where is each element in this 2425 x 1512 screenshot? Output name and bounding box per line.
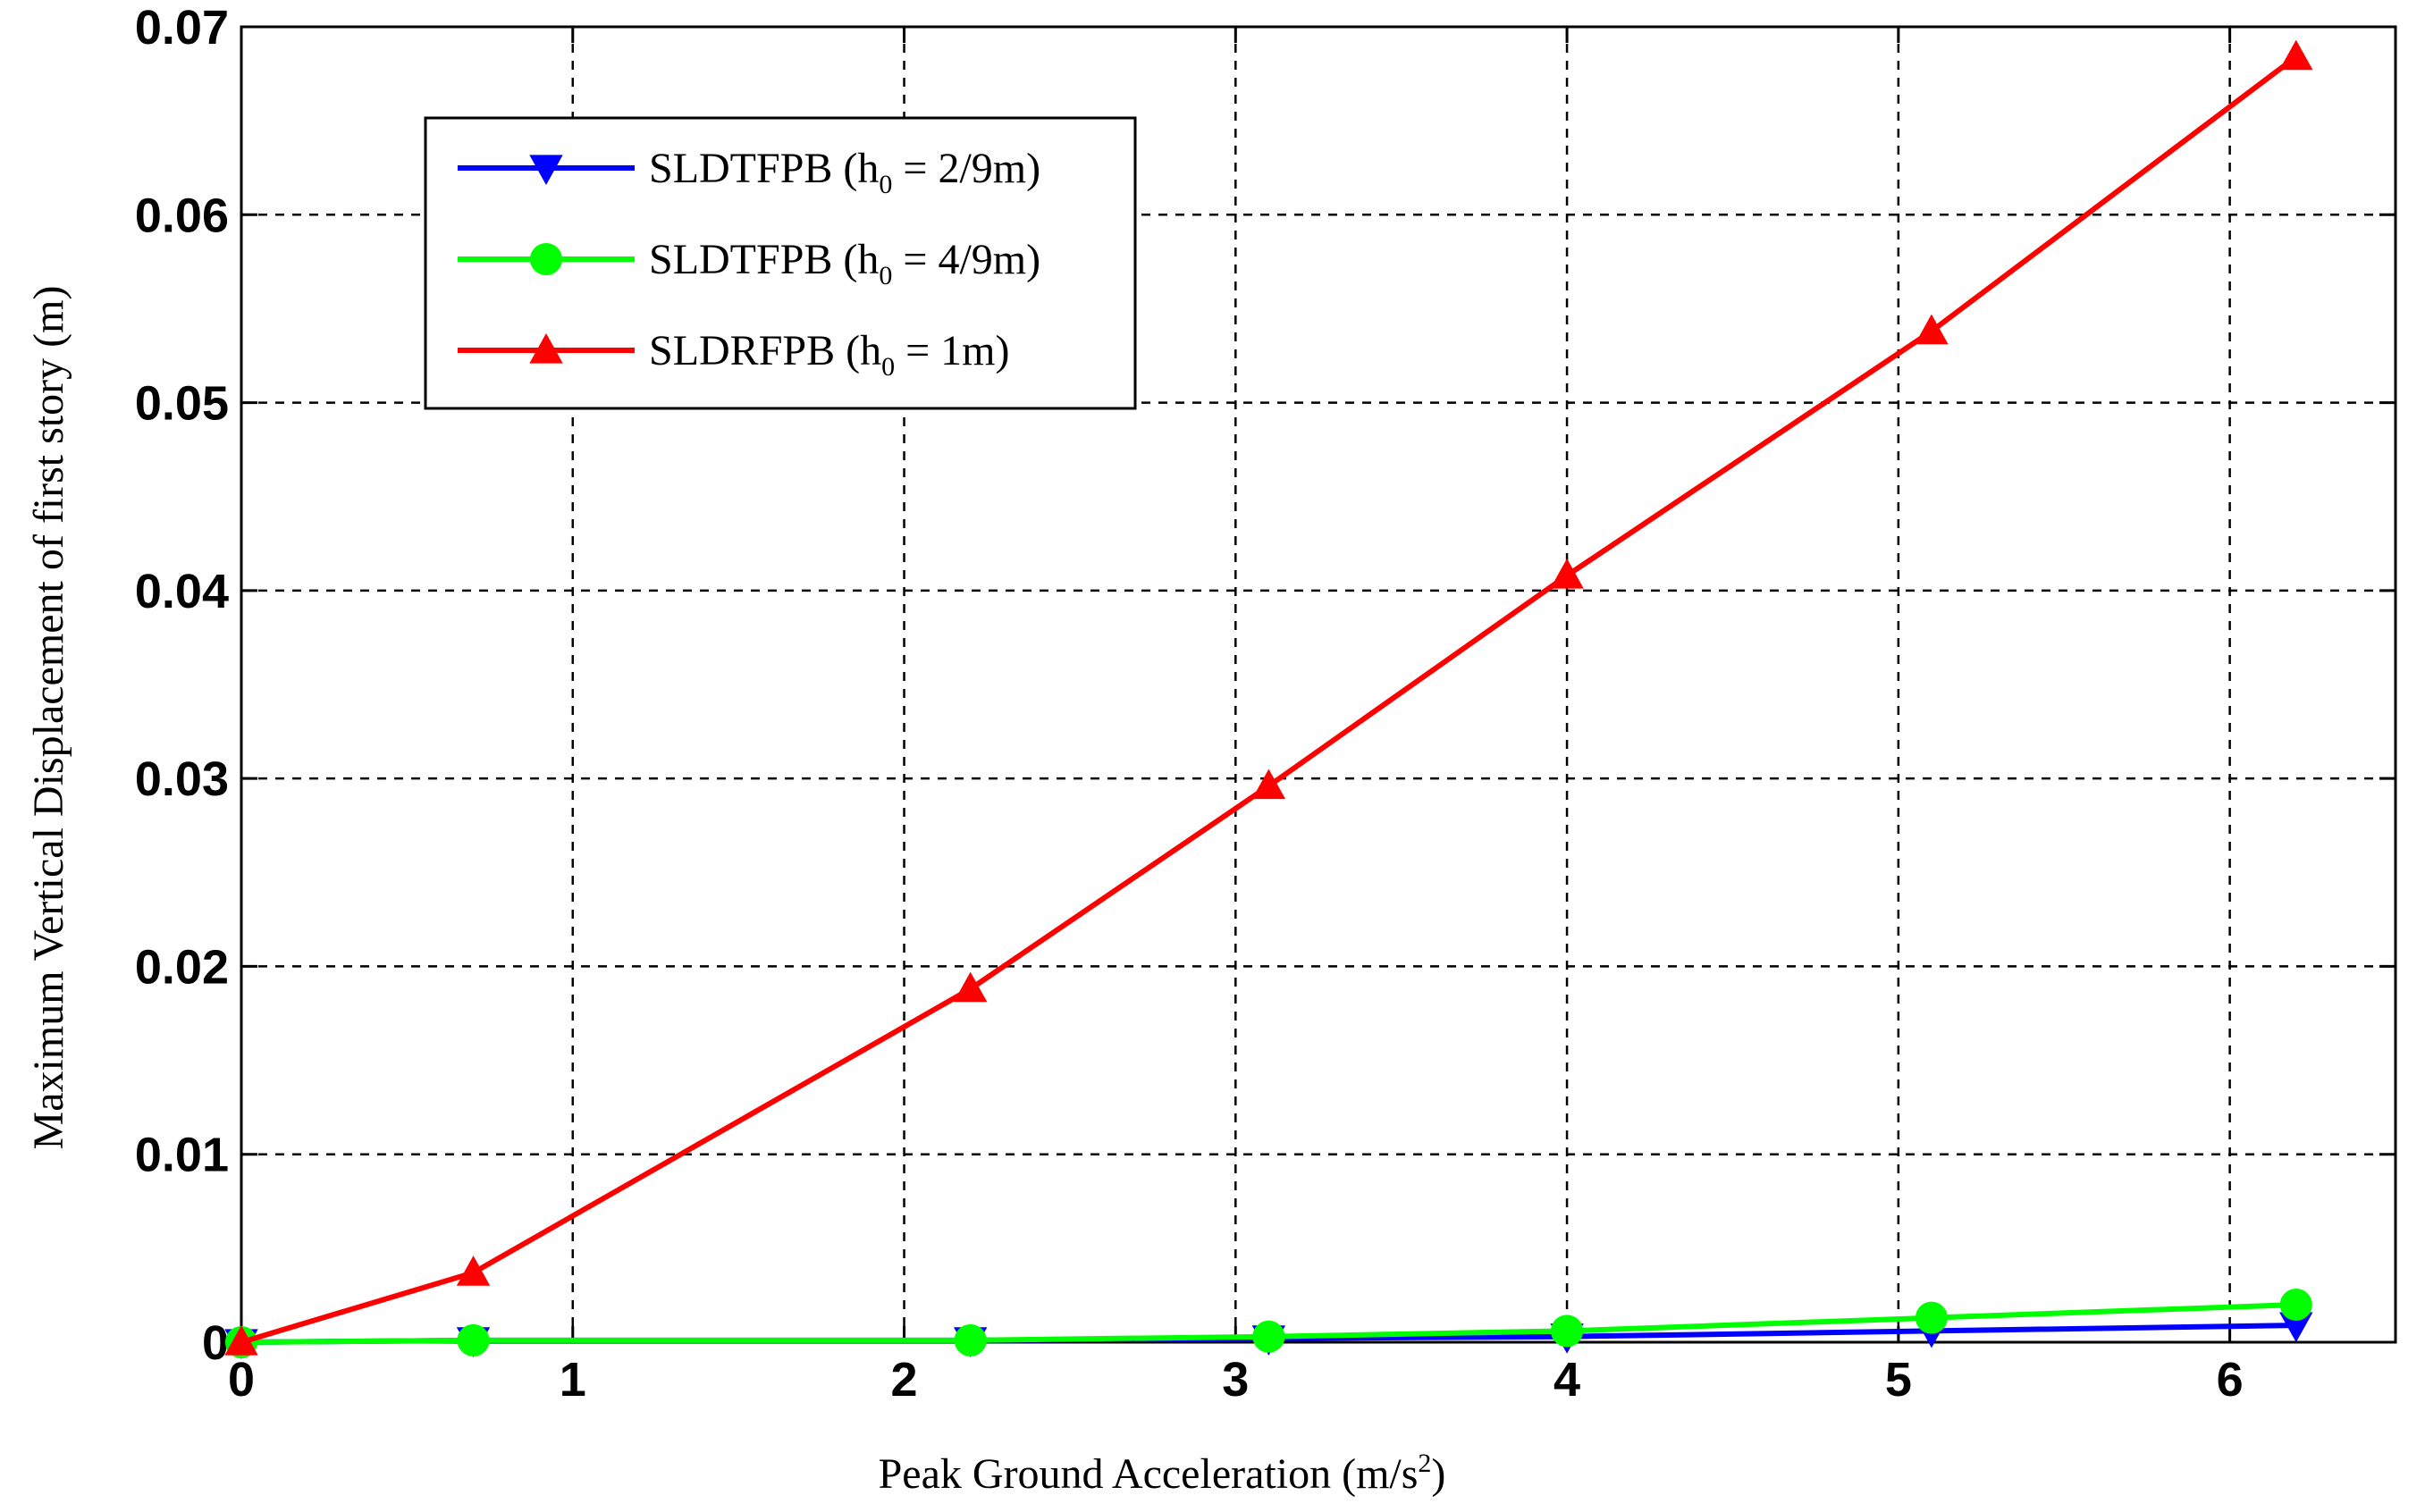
data-point xyxy=(456,1256,491,1286)
legend-marker xyxy=(529,332,563,364)
y-tick-label: 0.01 xyxy=(135,1129,229,1182)
data-point xyxy=(1252,1320,1285,1353)
legend-label: SLDRFPB (h0 = 1m) xyxy=(649,327,1009,382)
legend-marker xyxy=(529,155,563,186)
data-point xyxy=(1915,314,1949,345)
data-point xyxy=(1550,558,1584,589)
legend-label: SLDTFPB (h0 = 2/9m) xyxy=(649,145,1040,199)
y-axis-title: Maximum Vertical Displacement of first s… xyxy=(25,286,72,1150)
y-tick-label: 0.05 xyxy=(135,377,229,431)
y-tick-label: 0.03 xyxy=(135,752,229,806)
legend-label: SLDTFPB (h0 = 4/9m) xyxy=(649,236,1040,290)
x-tick-label: 6 xyxy=(2217,1353,2244,1407)
data-point xyxy=(1251,769,1286,800)
y-tick-label: 0.02 xyxy=(135,940,229,994)
data-point xyxy=(224,1324,258,1356)
x-tick-label: 2 xyxy=(891,1353,918,1407)
data-point xyxy=(953,971,988,1003)
x-tick-label: 5 xyxy=(1885,1353,1912,1407)
axis-ticks: 0 1 2 3 4 5 6 0 0.01 0.02 0.03 0.04 0.05 0.06 0.07 xyxy=(135,1,2396,1407)
y-tick-label: 0.07 xyxy=(135,1,229,55)
x-tick-label: 4 xyxy=(1554,1353,1580,1407)
x-axis-title: Peak Ground Acceleration (m/s2) xyxy=(879,1449,1446,1498)
x-tick-label: 1 xyxy=(560,1353,586,1407)
x-tick-label: 3 xyxy=(1222,1353,1249,1407)
legend-item: SLDTFPB (h0 = 2/9m) xyxy=(458,145,1040,199)
legend-entries: SLDTFPB (h0 = 2/9m) SLDTFPB (h0 = 4/9m) SL… xyxy=(458,145,1040,382)
data-point xyxy=(2279,1288,2312,1321)
legend-item: SLDRFPB (h0 = 1m) xyxy=(458,327,1009,382)
y-tick-label: 0 xyxy=(202,1316,229,1370)
data-point xyxy=(954,1323,987,1357)
legend-marker xyxy=(530,243,562,275)
series-layer xyxy=(224,39,2313,1360)
y-tick-label: 0.06 xyxy=(135,189,229,242)
y-tick-label: 0.04 xyxy=(135,565,229,618)
series-3 xyxy=(224,39,2313,1356)
data-point xyxy=(1551,1315,1584,1348)
x-tick-label: 0 xyxy=(228,1353,255,1407)
plot-frame xyxy=(240,25,2397,1344)
legend: SLDTFPB (h0 = 2/9m) SLDTFPB (h0 = 4/9m) SL… xyxy=(424,116,1137,410)
data-point xyxy=(2279,39,2313,71)
legend-item: SLDTFPB (h0 = 4/9m) xyxy=(458,236,1040,290)
data-point xyxy=(1915,1301,1948,1334)
data-point xyxy=(457,1323,490,1357)
series-2 xyxy=(225,1288,2312,1358)
